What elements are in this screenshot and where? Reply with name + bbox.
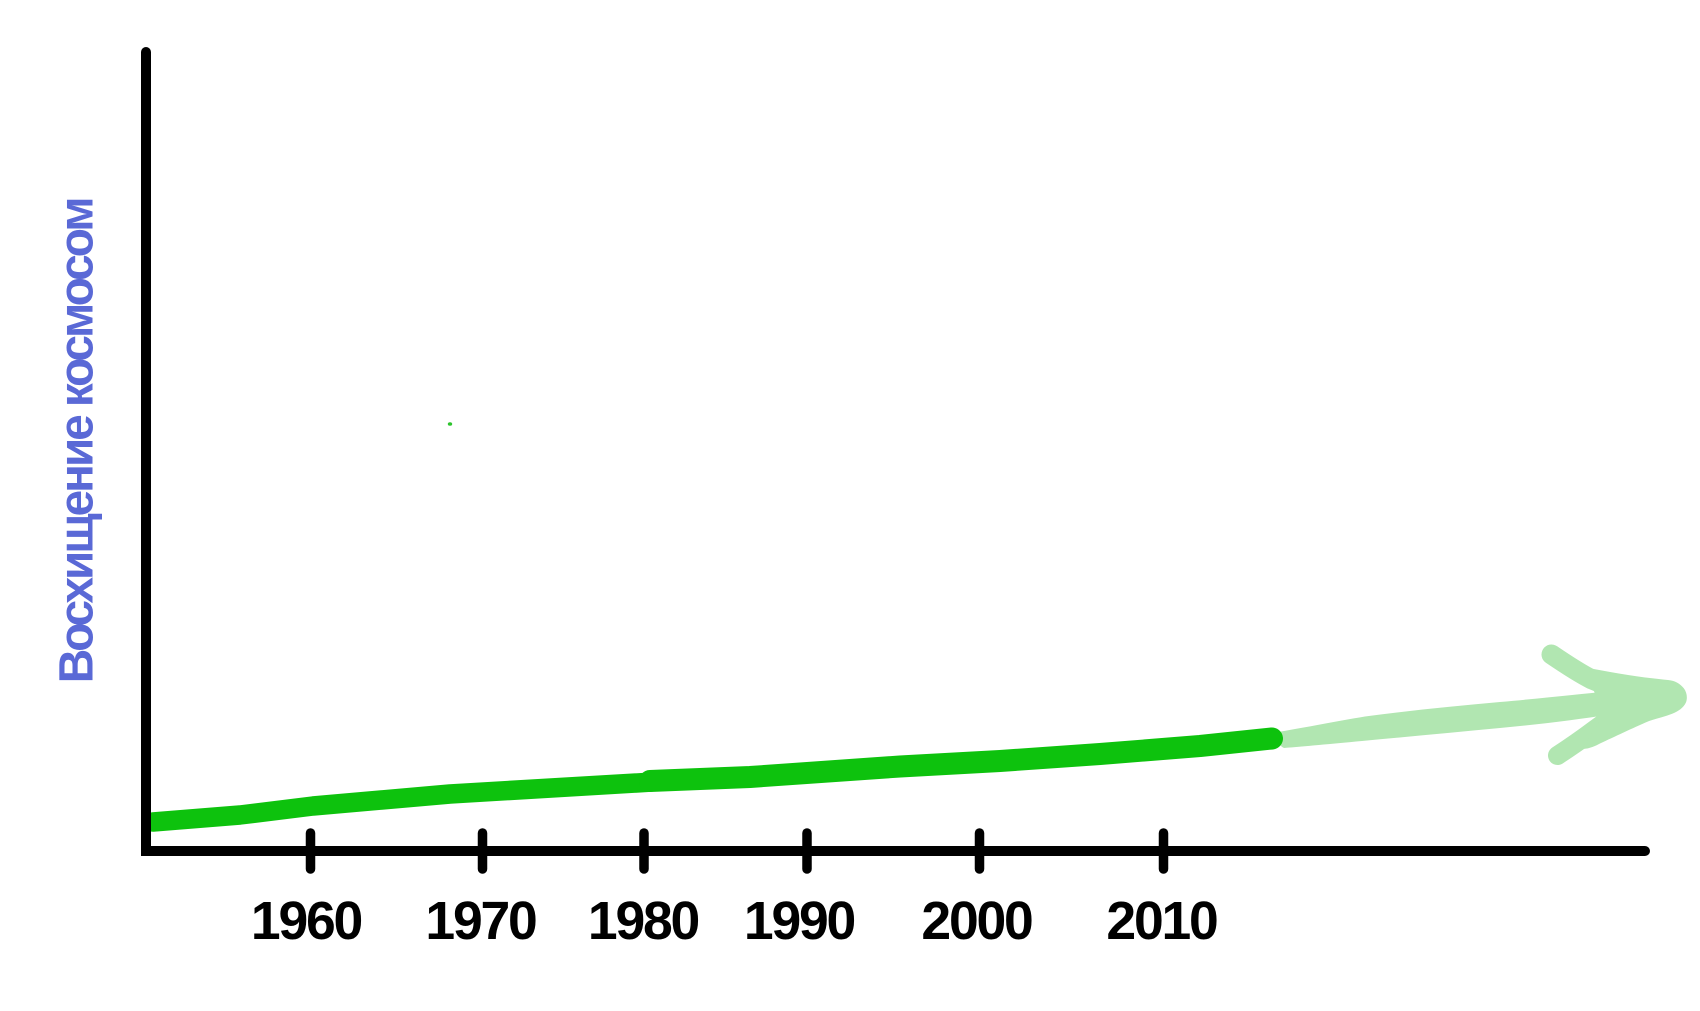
- svg-text:1990: 1990: [744, 892, 855, 951]
- svg-text:2000: 2000: [921, 892, 1032, 951]
- svg-text:1980: 1980: [588, 892, 699, 951]
- svg-text:2010: 2010: [1106, 892, 1217, 951]
- svg-text:1970: 1970: [425, 892, 536, 951]
- svg-text:Восхищение космосом: Восхищение космосом: [51, 199, 104, 683]
- svg-text:1960: 1960: [251, 892, 362, 951]
